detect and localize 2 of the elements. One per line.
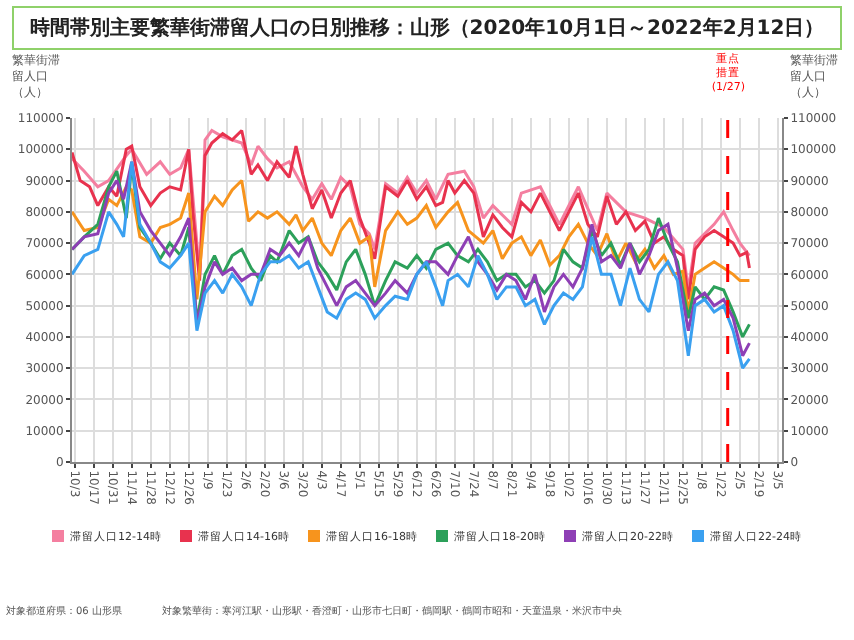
line-series <box>72 179 751 314</box>
chart-title: 時間帯別主要繁華街滞留人口の日別推移：山形（2020年10月1日～2022年2月12日） <box>12 6 842 50</box>
